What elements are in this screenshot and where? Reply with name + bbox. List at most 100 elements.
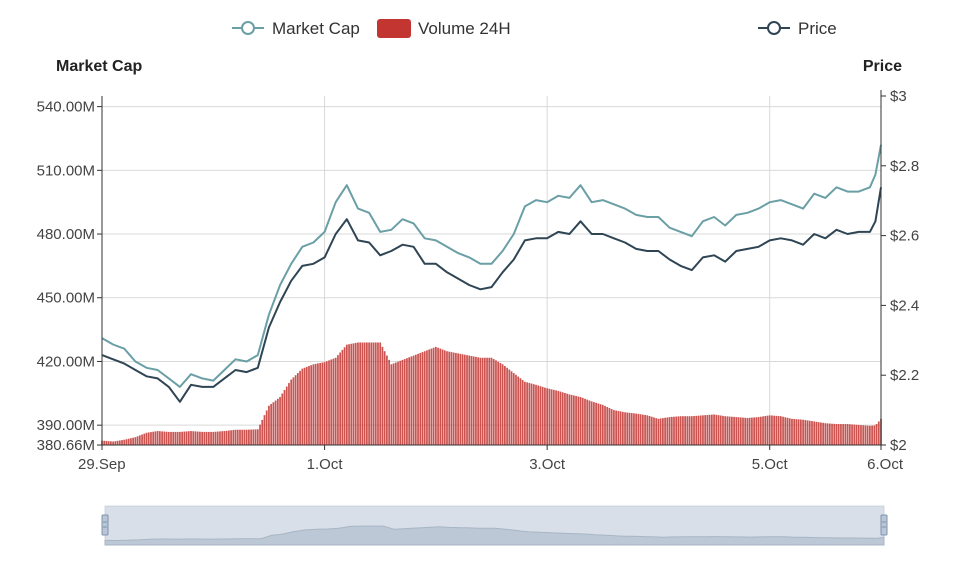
volume-bar <box>800 419 802 445</box>
volume-bar <box>503 366 506 445</box>
volume-bar <box>138 435 141 445</box>
volume-bar <box>564 392 566 445</box>
legend[interactable]: Market Cap Volume 24H Price <box>232 19 837 38</box>
volume-bar <box>517 376 520 445</box>
volume-bar <box>728 416 731 445</box>
volume-bar <box>263 415 266 445</box>
volume-bar <box>782 416 784 445</box>
volume-bar <box>167 431 170 445</box>
volume-bar <box>397 361 399 445</box>
volume-bar <box>862 425 865 445</box>
volume-bar <box>245 429 248 445</box>
volume-bar <box>406 358 408 445</box>
volume-bar <box>187 431 190 445</box>
volume-bar <box>615 410 618 445</box>
volume-bar <box>544 387 546 445</box>
volume-bar <box>199 431 201 445</box>
legend-item[interactable]: Price <box>758 19 837 38</box>
volume-bar <box>159 431 161 445</box>
volume-bar <box>392 363 395 445</box>
zoom-handle-right[interactable] <box>880 514 888 536</box>
volume-bar <box>521 379 524 445</box>
volume-bar <box>481 357 484 445</box>
volume-bar <box>824 423 827 445</box>
volume-bar <box>234 429 237 445</box>
volume-bar <box>174 431 177 445</box>
volume-bar <box>488 357 491 445</box>
volume-bar <box>399 360 402 445</box>
volume-bar <box>459 353 462 445</box>
y-right-tick-label: $2.2 <box>890 367 919 384</box>
volume-bar <box>775 415 778 445</box>
volume-bar <box>325 361 328 445</box>
volume-bar <box>285 386 288 445</box>
volume-bar <box>528 382 531 445</box>
volume-bar <box>608 408 611 445</box>
volume-bar <box>365 342 368 445</box>
y-right-axis-name: Price <box>863 58 902 75</box>
volume-bar <box>114 441 117 445</box>
volume-bar <box>432 347 435 445</box>
y-left-axis-name: Market Cap <box>56 58 142 75</box>
volume-bar <box>501 364 504 445</box>
volume-bar <box>706 414 709 445</box>
volume-bars <box>101 342 882 445</box>
volume-bar <box>163 431 166 445</box>
volume-bar <box>136 436 139 445</box>
volume-bar <box>697 415 700 445</box>
volume-bar <box>664 417 666 445</box>
volume-bar <box>232 429 235 445</box>
data-zoom-slider[interactable] <box>101 505 888 546</box>
volume-bar <box>526 382 528 445</box>
volume-bar <box>259 424 261 445</box>
volume-bar <box>639 414 642 445</box>
x-tick-label: 5.Oct <box>752 456 789 473</box>
volume-bar <box>268 405 270 445</box>
volume-bar <box>212 431 215 445</box>
volume-bar <box>223 431 226 445</box>
volume-bar <box>410 356 413 445</box>
volume-bar <box>372 342 375 445</box>
volume-bar <box>655 418 658 445</box>
legend-item[interactable]: Market Cap <box>232 19 360 38</box>
volume-bar <box>243 429 246 445</box>
volume-bar <box>806 420 809 445</box>
legend-item[interactable]: Volume 24H <box>377 19 511 38</box>
volume-bar <box>724 416 727 445</box>
volume-bar <box>381 346 384 445</box>
volume-bar <box>666 417 669 445</box>
zoom-handle-left[interactable] <box>101 514 109 536</box>
volume-bar <box>624 412 626 445</box>
x-tick-label: 29.Sep <box>78 456 126 473</box>
volume-bar <box>506 367 508 445</box>
volume-bar <box>276 398 279 445</box>
volume-bar <box>722 415 724 445</box>
volume-bar <box>708 414 711 445</box>
volume-bar <box>343 347 346 445</box>
y-right-tick-label: $2.6 <box>890 228 919 245</box>
volume-bar <box>755 417 758 445</box>
volume-bar <box>530 383 533 445</box>
volume-bar <box>557 390 560 445</box>
volume-bar <box>221 431 224 445</box>
volume-bar <box>877 421 880 445</box>
volume-bar <box>559 391 562 445</box>
volume-bar <box>468 355 471 445</box>
volume-bar <box>394 362 397 445</box>
volume-bar <box>744 417 747 445</box>
volume-bar <box>673 416 675 445</box>
volume-bar <box>633 413 635 445</box>
zoom-handle-grip <box>880 514 888 536</box>
volume-bar <box>261 419 264 445</box>
volume-bar <box>793 418 796 445</box>
volume-bar <box>828 423 831 445</box>
volume-bar <box>584 398 586 445</box>
volume-bar <box>548 388 551 445</box>
volume-bar <box>225 430 228 445</box>
volume-bar <box>695 415 698 445</box>
volume-bar <box>408 357 411 445</box>
volume-bar <box>363 342 366 445</box>
volume-bar <box>403 359 406 445</box>
volume-bar <box>871 425 873 445</box>
volume-bar <box>401 359 404 445</box>
